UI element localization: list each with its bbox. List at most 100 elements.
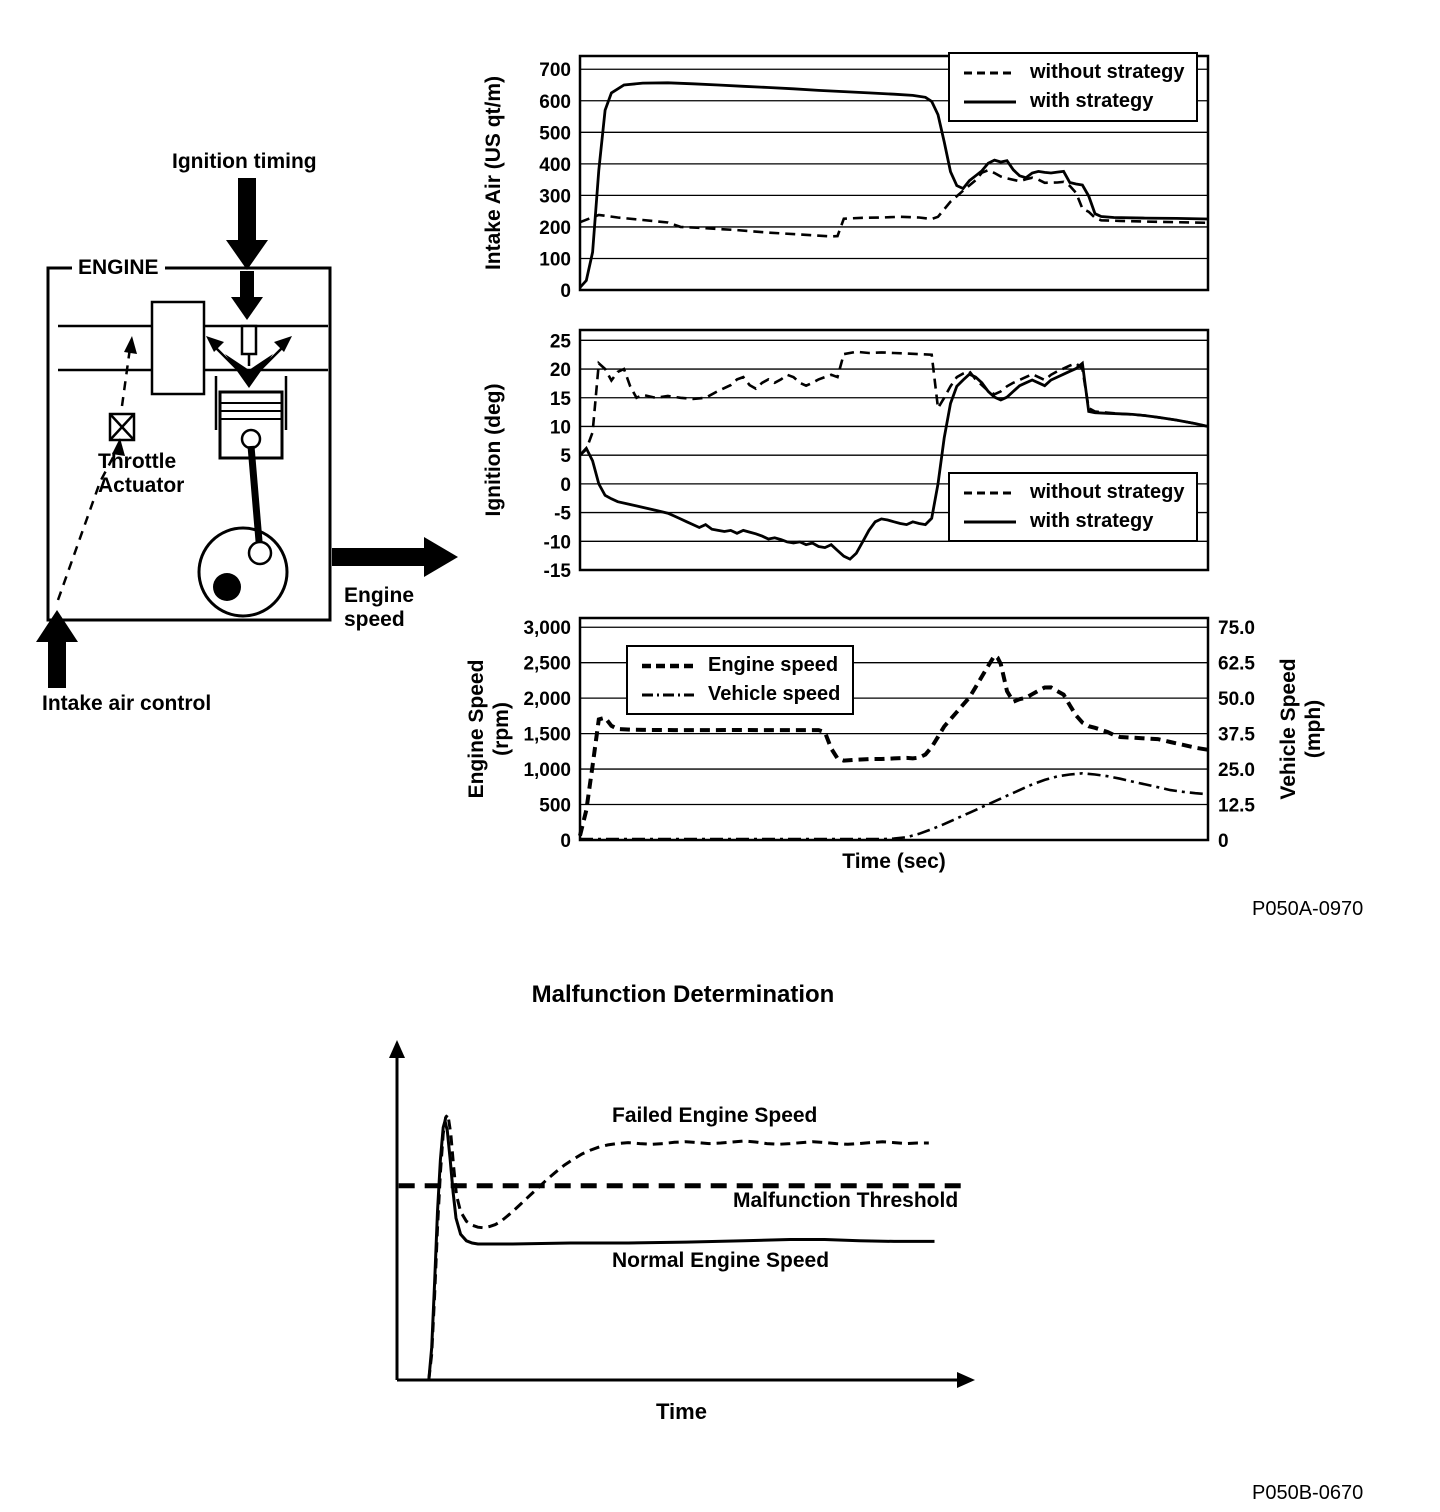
series-without-strategy	[579, 168, 1209, 238]
y-tick-label: 1,500	[523, 725, 571, 746]
malfunction-threshold-label: Malfunction Threshold	[733, 1189, 959, 1212]
engine-box-label: ENGINE	[72, 256, 165, 280]
intake-air-control-label: Intake air control	[42, 692, 212, 715]
y-tick-label: 3,000	[523, 618, 571, 639]
malfunction-chart	[389, 1040, 975, 1388]
series-normal-engine-speed	[427, 1115, 935, 1381]
y-tick-label: 0	[560, 281, 571, 300]
speed-legend: Engine speed Vehicle speed	[626, 645, 855, 715]
legend-entry-label: Engine speed	[708, 654, 839, 676]
y-tick-label: 5	[560, 446, 571, 467]
engine-speed-arrow-label: Engine speed	[344, 584, 415, 631]
series-vehicle-speed	[580, 771, 1209, 841]
engine-speed-ylabel-units: (rpm)	[490, 702, 514, 756]
y-tick-label: 700	[539, 60, 571, 81]
dash-dot-line-sample	[642, 693, 694, 696]
y-tick-label: 0	[560, 831, 571, 848]
malfunction-time-axis-label: Time	[656, 1399, 707, 1424]
y-tick-label: 1,000	[523, 760, 571, 781]
ignition-timing-label: Ignition timing	[172, 150, 317, 173]
y2-tick-label: 0	[1218, 831, 1229, 848]
y-tick-label: -5	[554, 504, 571, 525]
ignition-legend: without strategy with strategy	[948, 472, 1199, 542]
series-engine-speed	[578, 652, 1209, 837]
legend-entry-label: Vehicle speed	[708, 683, 841, 705]
series-failed-engine-speed	[427, 1110, 929, 1381]
throttle-actuator-label: Throttle Actuator	[98, 450, 185, 497]
combustion-spray	[225, 354, 273, 388]
y-tick-label: 500	[539, 796, 571, 817]
malfunction-chart-title: Malfunction Determination	[531, 981, 835, 1008]
y2-tick-label: 37.5	[1218, 725, 1255, 746]
y2-tick-label: 62.5	[1218, 654, 1255, 675]
speed-chart: 0 500 1,000 1,500 2,000 2,500 3,000 0 12.5 25.0 37…	[523, 616, 1255, 848]
y2-tick-label: 25.0	[1218, 760, 1255, 781]
crank-journal	[247, 540, 273, 566]
engine-speed-ylabel: Engine Speed	[465, 659, 489, 799]
solid-line-sample	[964, 520, 1016, 523]
legend-entry-label: with strategy	[1030, 510, 1154, 532]
crankshaft	[197, 526, 289, 618]
plot-frame	[578, 54, 1210, 292]
y-axis-arrowhead	[389, 1040, 405, 1058]
legend-row: without strategy	[962, 481, 1184, 504]
y-tick-label: 25	[550, 331, 572, 352]
ignition-arrow-inner	[231, 271, 263, 320]
failed-engine-speed-label: Failed Engine Speed	[612, 1104, 818, 1127]
bottom-figure-code: P050B-0670	[1252, 1482, 1364, 1504]
legend-row: with strategy	[962, 510, 1184, 533]
control-arrowhead-intake	[124, 336, 137, 354]
y-tick-label: -10	[544, 532, 571, 553]
engine-schematic	[36, 178, 458, 688]
y-tick-label: 10	[550, 417, 571, 438]
solid-line-sample	[964, 100, 1016, 103]
control-arrowhead-throttle	[112, 438, 125, 456]
y-tick-label: 600	[539, 92, 571, 113]
intake-air-ylabel: Intake Air (US qt/m)	[482, 75, 506, 271]
top-figure-code: P050A-0970	[1252, 898, 1364, 920]
legend-entry-label: without strategy	[1030, 481, 1185, 503]
intake-air-legend: without strategy with strategy	[948, 52, 1199, 122]
time-axis-label: Time (sec)	[842, 850, 946, 873]
ignition-ylabel: Ignition (deg)	[482, 383, 506, 517]
x-axis-arrowhead	[957, 1372, 975, 1388]
engine-box	[46, 266, 332, 622]
y2-tick-label: 50.0	[1218, 689, 1255, 710]
legend-entry-label: with strategy	[1030, 90, 1154, 112]
series-with-strategy	[578, 360, 1209, 561]
bold-dashed-line-sample	[642, 663, 694, 668]
vehicle-speed-ylabel: Vehicle Speed	[1277, 658, 1301, 800]
series-without-strategy	[579, 350, 1209, 457]
intake-air-chart: 0 100 200 300 400 500 600 700	[539, 54, 1210, 300]
y-tick-label: 100	[539, 249, 571, 270]
y2-tick-label: 75.0	[1218, 618, 1255, 639]
cylinder-walls	[214, 376, 288, 430]
legend-row: without strategy	[962, 61, 1184, 84]
series-with-strategy	[578, 81, 1209, 289]
y-tick-label: 20	[550, 360, 571, 381]
intake-duct	[150, 300, 206, 396]
y-tick-label: 15	[550, 389, 572, 410]
y-tick-label: 0	[560, 475, 571, 496]
plot-frame	[578, 328, 1210, 572]
y-tick-label: 2,000	[523, 689, 571, 710]
y-tick-label: 2,500	[523, 654, 571, 675]
intake-air-control-path	[56, 347, 132, 601]
dashed-line-sample	[964, 71, 1016, 74]
vehicle-speed-ylabel-units: (mph)	[1302, 699, 1326, 759]
dashed-line-sample	[964, 491, 1016, 494]
throttle-valve-icon	[108, 412, 136, 442]
y-tick-label: 500	[539, 123, 571, 144]
normal-engine-speed-label: Normal Engine Speed	[612, 1249, 830, 1272]
plot-frame	[578, 616, 1210, 842]
intake-air-control-arrow	[36, 610, 78, 688]
legend-row: Vehicle speed	[640, 683, 840, 706]
legend-row: with strategy	[962, 90, 1184, 113]
ignition-timing-arrow	[226, 178, 268, 270]
engine-speed-arrow	[332, 537, 458, 577]
y-tick-label: 300	[539, 186, 571, 207]
legend-row: Engine speed	[640, 654, 840, 677]
y2-tick-label: 12.5	[1218, 796, 1255, 817]
legend-entry-label: without strategy	[1030, 61, 1185, 83]
